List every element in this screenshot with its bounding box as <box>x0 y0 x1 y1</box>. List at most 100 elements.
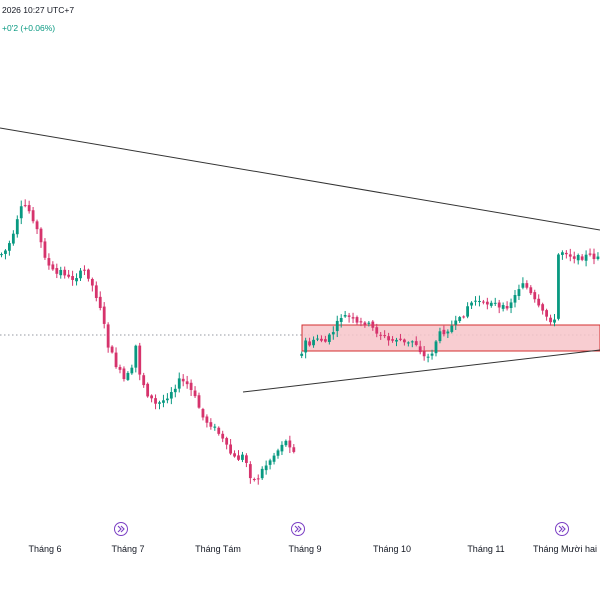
candle-79 <box>316 334 319 342</box>
candle-143 <box>568 248 572 262</box>
candle-105 <box>418 340 422 355</box>
candle-48 <box>189 379 193 396</box>
candle-body-59 <box>233 453 236 457</box>
candle-body-7 <box>27 205 31 212</box>
candle-body-23 <box>90 278 94 286</box>
candle-body-21 <box>83 269 86 271</box>
candle-95 <box>379 332 383 340</box>
candle-body-54 <box>213 426 217 428</box>
candle-body-36 <box>142 375 146 386</box>
candle-body-68 <box>268 460 272 465</box>
candle-131 <box>521 277 525 290</box>
candle-136 <box>541 302 545 315</box>
candle-17 <box>67 269 71 279</box>
candle-129 <box>513 289 517 308</box>
candle-body-53 <box>209 422 213 427</box>
candle-5 <box>19 200 23 225</box>
event-badge-icon-0[interactable] <box>114 522 128 536</box>
candle-103 <box>410 340 414 348</box>
candle-13 <box>51 261 55 271</box>
candle-141 <box>561 250 564 260</box>
candle-body-118 <box>470 302 473 306</box>
candle-body-5 <box>19 206 23 219</box>
candle-55 <box>217 426 221 436</box>
candle-86 <box>343 310 347 318</box>
candle-body-10 <box>39 228 43 243</box>
candle-body-35 <box>138 345 142 375</box>
month-label-0: Tháng 6 <box>28 544 62 554</box>
candle-71 <box>280 441 284 456</box>
candle-body-131 <box>521 283 525 288</box>
event-badge-icon-2[interactable] <box>555 522 569 536</box>
descending-trendline <box>0 127 600 231</box>
candle-body-80 <box>320 338 323 341</box>
candle-body-58 <box>229 444 232 454</box>
candle-18 <box>71 270 74 286</box>
candle-69 <box>272 452 276 465</box>
candle-150 <box>596 252 600 261</box>
candle-84 <box>335 315 339 338</box>
candle-60 <box>237 450 240 461</box>
candle-59 <box>233 450 236 458</box>
candle-body-106 <box>422 351 426 357</box>
candle-body-115 <box>458 317 462 322</box>
candle-101 <box>403 338 406 346</box>
candle-35 <box>138 342 142 381</box>
candle-body-16 <box>63 269 67 276</box>
candle-4 <box>15 215 19 238</box>
candle-34 <box>134 344 138 373</box>
candle-body-84 <box>335 320 339 332</box>
candle-53 <box>209 418 213 430</box>
candle-body-128 <box>509 302 513 309</box>
candle-body-136 <box>541 304 545 311</box>
candle-93 <box>371 320 375 331</box>
candle-111 <box>442 325 446 337</box>
candle-body-19 <box>75 278 78 282</box>
candle-body-135 <box>537 298 541 306</box>
candle-body-97 <box>387 336 390 341</box>
candle-body-122 <box>485 301 489 305</box>
candle-33 <box>130 364 134 375</box>
candle-113 <box>450 320 454 334</box>
candle-body-96 <box>383 335 387 337</box>
candle-83 <box>331 326 335 340</box>
candle-117 <box>466 302 469 319</box>
candle-body-51 <box>201 409 205 418</box>
candle-122 <box>485 297 489 310</box>
candle-142 <box>564 250 568 259</box>
candle-40 <box>158 400 161 410</box>
candle-67 <box>264 460 268 475</box>
candle-body-52 <box>205 416 209 423</box>
candle-26 <box>102 302 106 329</box>
candle-body-9 <box>35 221 39 230</box>
candle-body-104 <box>414 341 418 345</box>
candle-body-2 <box>8 243 11 251</box>
candle-78 <box>312 336 315 348</box>
candle-body-94 <box>375 327 379 334</box>
candle-body-108 <box>430 353 434 356</box>
candle-body-47 <box>185 381 189 385</box>
candle-124 <box>493 297 497 307</box>
candle-body-86 <box>343 315 347 317</box>
candle-76 <box>304 337 308 359</box>
event-badge-icon-1[interactable] <box>291 522 305 536</box>
candle-89 <box>355 315 359 326</box>
candle-body-30 <box>118 367 122 370</box>
candle-0 <box>0 252 3 258</box>
candle-81 <box>324 335 327 343</box>
candle-body-144 <box>572 256 576 259</box>
candle-140 <box>557 253 560 321</box>
candle-body-137 <box>545 310 548 317</box>
header-change: +0'2 (+0.06%) <box>2 23 56 33</box>
candle-body-73 <box>288 440 292 448</box>
candle-body-95 <box>379 334 383 336</box>
candle-body-63 <box>248 464 252 479</box>
candle-118 <box>470 301 473 309</box>
candle-112 <box>446 329 450 339</box>
candle-body-57 <box>225 438 229 445</box>
candle-87 <box>347 312 351 323</box>
chart-annotations <box>0 127 600 393</box>
candle-body-109 <box>434 341 438 354</box>
